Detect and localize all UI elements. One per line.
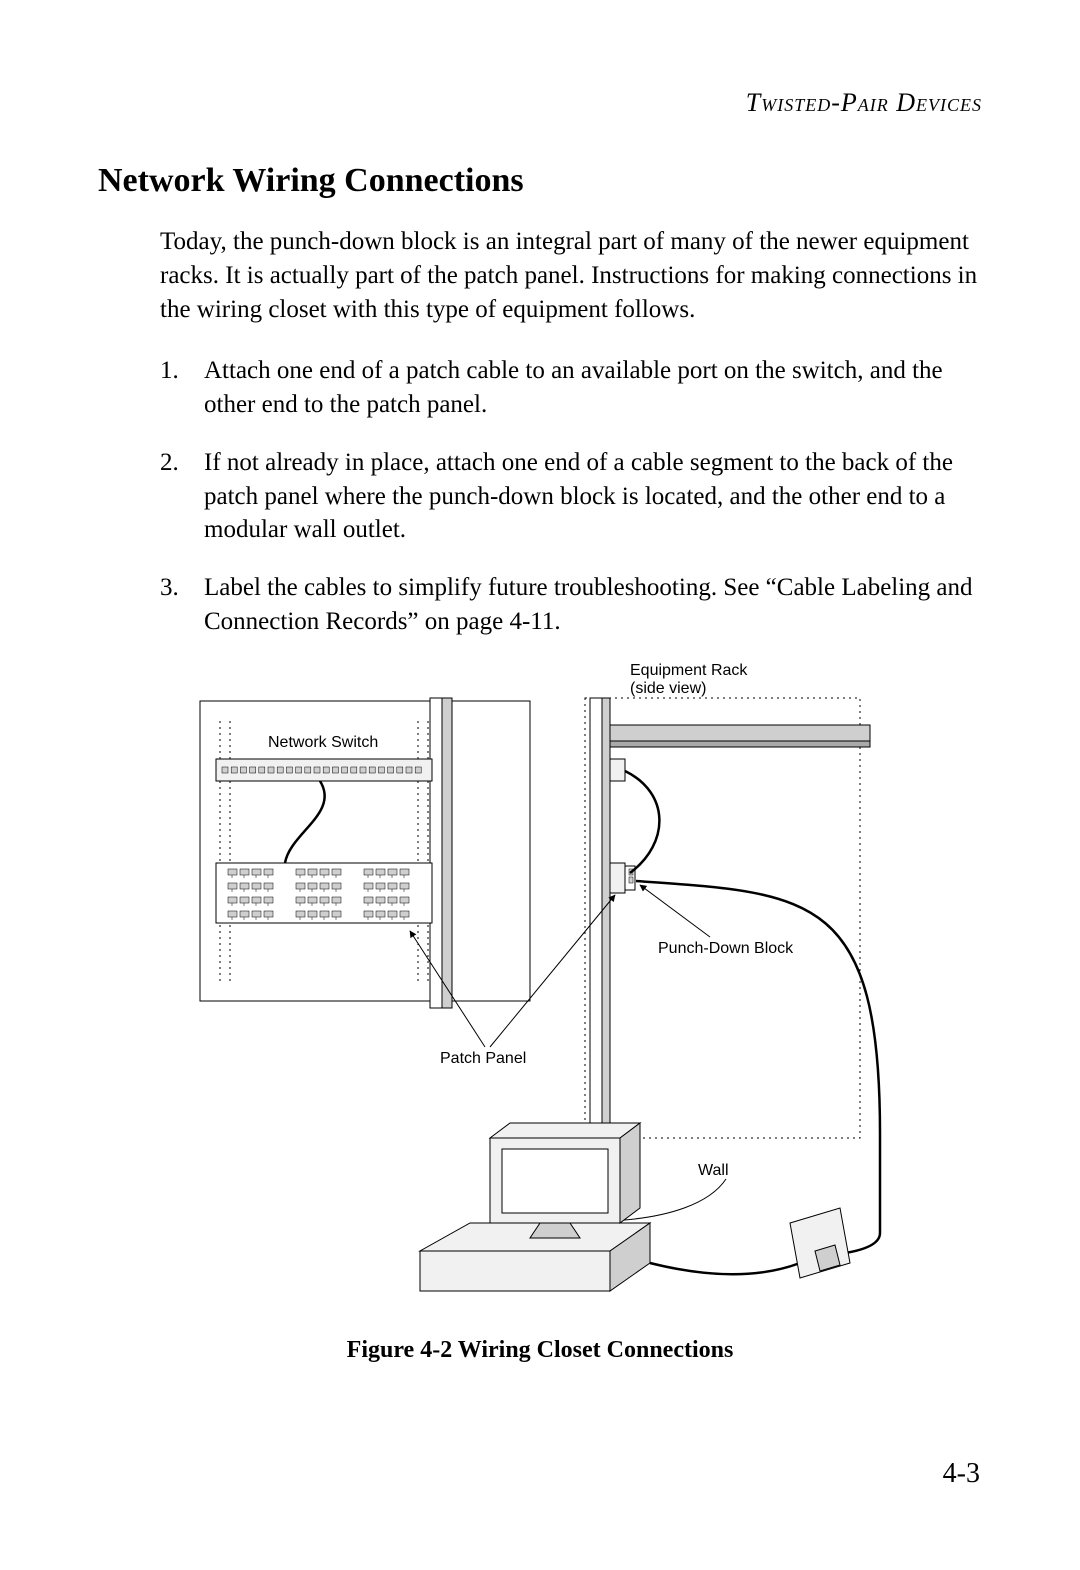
figure-caption: Figure 4-2 Wiring Closet Connections [98,1337,982,1364]
list-text: Attach one end of a patch cable to an av… [204,354,982,422]
figure-diagram: Network Switch Equipment Rack(side view) P… [190,663,890,1323]
section-title: Network Wiring Connections [98,162,982,200]
list-number: 3. [160,571,204,639]
svg-text:Wall: Wall [698,1162,729,1179]
svg-text:Punch-Down Block: Punch-Down Block [658,940,794,957]
running-head: Twisted-Pair Devices [98,88,982,118]
list-text: If not already in place, attach one end … [204,446,982,547]
page-number: 4-3 [943,1458,980,1490]
steps-list: 1. Attach one end of a patch cable to an… [160,354,982,638]
list-number: 1. [160,354,204,422]
list-text: Label the cables to simplify future trou… [204,571,982,639]
svg-text:(side view): (side view) [630,680,706,697]
svg-text:Equipment Rack: Equipment Rack [630,663,748,679]
list-number: 2. [160,446,204,547]
intro-paragraph: Today, the punch-down block is an integr… [160,225,982,326]
list-item: 3. Label the cables to simplify future t… [160,571,982,639]
svg-text:Network Switch: Network Switch [268,734,378,751]
list-item: 1. Attach one end of a patch cable to an… [160,354,982,422]
list-item: 2. If not already in place, attach one e… [160,446,982,547]
page: Twisted-Pair Devices Network Wiring Conn… [0,0,1080,1570]
svg-text:Patch Panel: Patch Panel [440,1050,526,1067]
